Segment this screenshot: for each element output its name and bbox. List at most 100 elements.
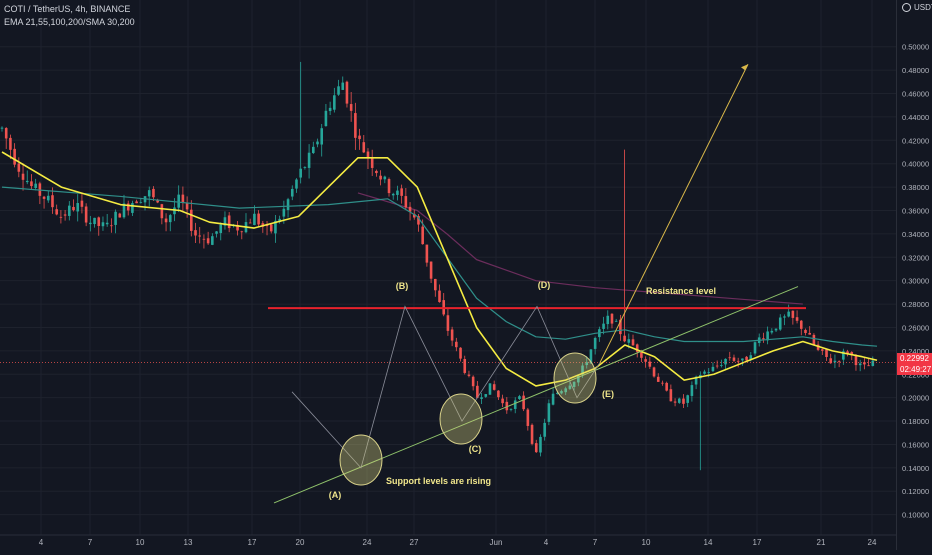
- candle-body: [135, 201, 138, 204]
- indicator-legend[interactable]: EMA 21,55,100,200/SMA 30,200: [4, 17, 135, 27]
- wave-pattern-line: [291, 305, 601, 469]
- sma-200-line: [357, 192, 803, 305]
- candle-body: [484, 394, 488, 397]
- symbol-title[interactable]: COTI / TetherUS, 4h, BINANCE: [4, 4, 131, 14]
- candle-body: [425, 244, 429, 263]
- candle-body: [799, 320, 803, 329]
- candle-body: [867, 365, 870, 367]
- grid: [0, 0, 896, 535]
- candle-body: [433, 278, 437, 291]
- candle-body: [333, 95, 336, 110]
- candle-body: [467, 374, 471, 376]
- candle-body: [804, 329, 807, 334]
- candle-body: [55, 209, 58, 215]
- candle-body: [391, 193, 395, 196]
- candle-body: [354, 113, 357, 138]
- candle-body: [619, 319, 622, 335]
- candle-body: [295, 179, 298, 189]
- candle-body: [829, 358, 833, 364]
- x-tick-label: 21: [817, 538, 826, 547]
- candle-body: [522, 395, 525, 410]
- x-tick-label: 20: [296, 538, 305, 547]
- candle-body: [854, 355, 858, 366]
- candle-body: [198, 235, 202, 237]
- candle-body: [728, 357, 732, 359]
- candle-body: [68, 205, 71, 216]
- support-touch-circle: [553, 352, 597, 404]
- support-touch-circle: [339, 434, 383, 486]
- candle-body: [349, 104, 353, 111]
- candle-body: [89, 222, 92, 225]
- candle-body: [446, 315, 450, 331]
- y-tick-label: 0.20000: [902, 394, 929, 403]
- candle-body: [362, 142, 366, 153]
- candle-body: [202, 238, 206, 240]
- candle-body: [585, 362, 589, 366]
- x-tick-label: 13: [184, 538, 193, 547]
- y-tick-label: 0.42000: [902, 136, 929, 145]
- candle-body: [76, 203, 80, 212]
- candle-body: [194, 230, 197, 236]
- candle-body: [396, 190, 399, 195]
- candle-body: [656, 376, 660, 382]
- x-tick-label: Jun: [490, 538, 503, 547]
- candle-body: [177, 194, 180, 208]
- candle-body: [560, 391, 563, 394]
- projection-arrow-line: [599, 64, 749, 363]
- candle-body: [17, 163, 21, 172]
- ema-lines: [1, 151, 878, 387]
- candle-body: [0, 127, 4, 129]
- candle-body: [328, 107, 332, 112]
- candle-body: [648, 361, 652, 367]
- candle-body: [711, 366, 715, 372]
- candle-body: [551, 393, 555, 405]
- candle-body: [211, 236, 214, 245]
- candle-body: [311, 146, 315, 154]
- candle-body: [240, 231, 244, 233]
- candle-body: [745, 356, 748, 361]
- candle-body: [412, 213, 416, 218]
- candle-body: [715, 365, 719, 367]
- candle-body: [635, 344, 639, 352]
- candle-body: [644, 359, 647, 362]
- currency-circle-icon: [902, 3, 911, 12]
- ema-21-line: [1, 151, 878, 387]
- candle-body: [732, 357, 736, 361]
- candle-body: [278, 218, 281, 223]
- currency-label: USDT: [914, 3, 932, 12]
- support-label: Support levels are rising: [386, 476, 491, 486]
- candle-body: [694, 376, 698, 385]
- candle-body: [126, 203, 130, 211]
- candle-body: [316, 141, 319, 145]
- candle-body: [682, 398, 685, 404]
- currency-button[interactable]: USDT: [902, 3, 932, 12]
- candle-body: [539, 436, 542, 453]
- x-tick-label: 14: [704, 538, 713, 547]
- y-tick-label: 0.32000: [902, 253, 929, 262]
- candle-body: [589, 349, 593, 364]
- candle-body: [101, 222, 105, 227]
- candle-body: [156, 199, 159, 203]
- candle-body: [724, 358, 727, 365]
- candle-body: [863, 362, 866, 365]
- candle-body: [720, 365, 723, 366]
- candle-body: [669, 389, 673, 402]
- candle-body: [9, 137, 12, 150]
- candle-body: [686, 395, 689, 403]
- candle-body: [131, 203, 134, 213]
- candle-body: [476, 385, 479, 398]
- candle-body: [139, 202, 143, 204]
- candle-body: [488, 383, 492, 395]
- candle-body: [72, 206, 75, 211]
- candle-body: [677, 398, 681, 403]
- candle-body: [581, 365, 584, 375]
- candle-body: [871, 360, 875, 366]
- candle-body: [471, 376, 475, 387]
- candle-body: [290, 188, 294, 197]
- wave-label: (A): [329, 490, 342, 500]
- candle-body: [404, 196, 408, 208]
- candle-body: [227, 215, 231, 229]
- drawings: Resistance level Support levels are risin…: [0, 64, 896, 504]
